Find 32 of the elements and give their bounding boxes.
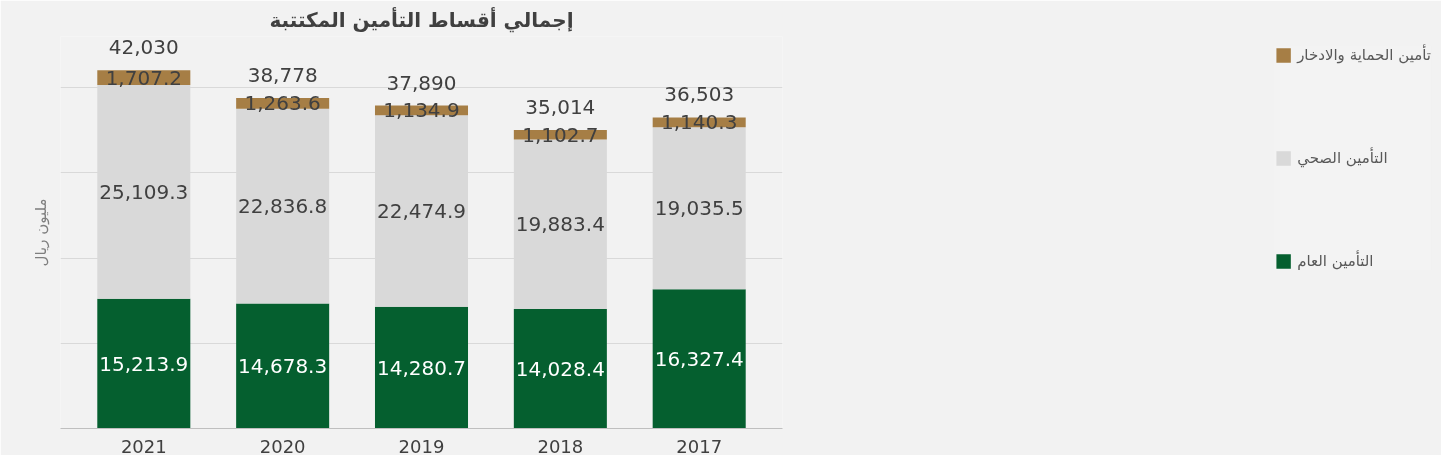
legend-label: التأمين العام — [1297, 252, 1374, 270]
x-tick-label: 2018 — [537, 435, 584, 455]
total-label: 38,778 — [247, 63, 318, 88]
total-label: 42,030 — [108, 35, 179, 60]
data-label: 1,263.6 — [244, 91, 321, 116]
data-label: 22,474.9 — [376, 199, 467, 224]
data-label: 22,836.8 — [238, 194, 328, 219]
data-label: 19,035.5 — [654, 196, 744, 221]
data-label: 25,109.3 — [99, 179, 189, 204]
bar — [236, 303, 330, 429]
data-label: 1,707.2 — [105, 65, 182, 90]
bar — [374, 306, 469, 429]
data-label: 16,327.4 — [654, 346, 744, 371]
x-tick-label: 2021 — [120, 435, 167, 455]
y-axis-title: مليون ريال — [31, 198, 50, 267]
x-tick-label: 2020 — [259, 435, 306, 455]
x-tick-label: 2019 — [398, 435, 445, 455]
chart-title: إجمالي أقساط التأمين المكتتبة — [269, 5, 574, 33]
total-label: 36,503 — [664, 82, 735, 107]
bar — [652, 289, 746, 429]
legend-label: تأمين الحماية والادخار — [1297, 46, 1431, 64]
x-tick-label: 2017 — [676, 435, 723, 455]
total-label: 37,890 — [386, 70, 457, 95]
data-label: 14,280.7 — [376, 355, 467, 380]
bar — [513, 308, 607, 429]
legend-label: التأمين الصحي — [1297, 149, 1388, 167]
data-label: 15,213.9 — [99, 351, 189, 376]
total-label: 35,014 — [525, 95, 596, 120]
data-label: 14,678.3 — [238, 353, 328, 378]
data-label: 19,883.4 — [515, 212, 605, 237]
bar — [97, 298, 191, 429]
data-label: 14,028.4 — [515, 356, 605, 381]
